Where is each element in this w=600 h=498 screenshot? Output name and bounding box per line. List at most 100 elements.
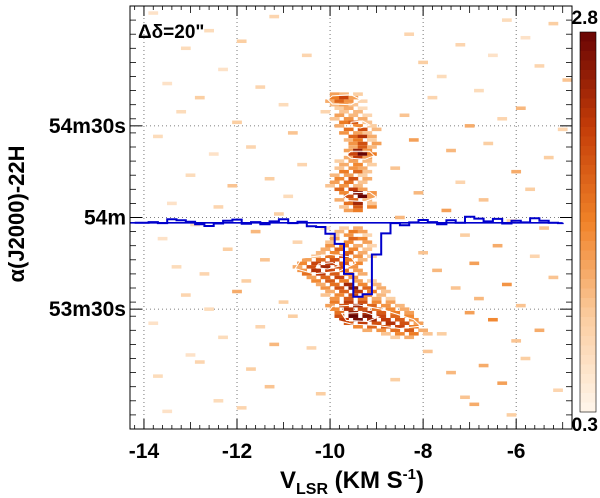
x-axis-title-sup: -1 [403, 466, 416, 483]
x-tick-label: -8 [414, 440, 433, 463]
colorbar-step [580, 127, 596, 137]
colorbar-step [580, 155, 596, 166]
heatmap-cell [464, 124, 475, 128]
y-tick-label: 53m30s [49, 298, 126, 321]
heatmap-cell [357, 300, 368, 304]
heatmap-cell [367, 191, 377, 195]
colorbar-gradient [580, 32, 596, 413]
heatmap-cell [348, 141, 359, 146]
heatmap-cell [501, 282, 512, 287]
heatmap-cell [315, 272, 326, 276]
heatmap-cell [292, 240, 303, 244]
heatmap-cell [301, 258, 312, 262]
colorbar-step [580, 41, 596, 52]
x-tick-label: -10 [315, 440, 345, 463]
heatmap-cell [246, 145, 256, 149]
contour [315, 262, 341, 270]
heatmap-cell [325, 279, 335, 283]
heatmap-cell [343, 250, 354, 255]
heatmap-cell [194, 95, 205, 100]
heatmap-cell [353, 303, 363, 308]
heatmap-cell [236, 39, 247, 44]
heatmap-cell [334, 99, 345, 103]
heatmap-cell [390, 310, 401, 315]
heatmap-cell [390, 328, 401, 333]
contour [294, 253, 357, 275]
heatmap-cell [236, 406, 247, 410]
heatmap-cell [348, 236, 359, 241]
heatmap-cell [334, 198, 345, 202]
heatmap-cell [325, 303, 335, 308]
heatmap-cell [180, 46, 191, 51]
contour [350, 120, 371, 129]
heatmap-cell [455, 43, 466, 47]
heatmap-cell [455, 180, 466, 185]
heatmap-cell [450, 286, 461, 290]
heatmap-cell [548, 275, 559, 280]
heatmap-cell [246, 367, 256, 371]
heatmap-cell [511, 339, 522, 343]
heatmap-cell [255, 325, 266, 329]
colorbar-step [580, 298, 596, 308]
heatmap-cell [343, 106, 354, 110]
colorbar-step [580, 279, 596, 289]
heatmap-cell [180, 293, 191, 297]
heatmap-cell [329, 272, 340, 276]
colorbar-step [580, 136, 596, 147]
colorbar-step [580, 326, 596, 337]
heatmap-cell [218, 67, 228, 72]
heatmap-cell [348, 113, 359, 118]
heatmap-cell [404, 328, 415, 333]
colorbar-step [580, 98, 596, 109]
heatmap-cell [394, 317, 405, 322]
heatmap-cell [371, 141, 382, 146]
heatmap-cell [394, 215, 405, 220]
heatmap-cell [162, 409, 173, 414]
heatmap-cell [232, 289, 242, 294]
heatmap-cell [506, 413, 517, 417]
heatmap-cell [460, 233, 470, 237]
colorbar-min-label: 0.3 [572, 415, 598, 436]
heatmap-cell [343, 208, 354, 213]
heatmap-cell [436, 74, 447, 79]
heatmap-cell [315, 258, 326, 262]
heatmap-cell [357, 321, 368, 326]
heatmap-cell [264, 176, 275, 181]
colorbar: 2.8 0.3 [572, 8, 598, 436]
heatmap-cell [371, 300, 382, 304]
contour [343, 191, 378, 203]
heatmap-cell [501, 18, 512, 22]
x-tick-label: -12 [222, 440, 252, 463]
heatmap-cell [315, 282, 326, 287]
heatmap-cell [371, 307, 382, 311]
heatmap-cell [357, 99, 368, 103]
heatmap-cell [222, 247, 233, 251]
heatmap-cell [488, 53, 498, 58]
colorbar-step [580, 383, 596, 394]
contour [326, 94, 362, 106]
heatmap-cell [320, 109, 331, 114]
heatmap-cell [497, 117, 508, 121]
heatmap-cell [199, 272, 210, 276]
heatmap-cell [367, 162, 377, 167]
colorbar-step [580, 212, 596, 223]
heatmap-cell [343, 138, 354, 142]
heatmap-cell [362, 176, 373, 181]
heatmap-cell [362, 155, 373, 160]
heatmap-cell [390, 166, 401, 170]
colorbar-step [580, 336, 596, 346]
heatmap-cell [353, 92, 363, 96]
heatmap-cell [367, 145, 377, 149]
heatmap-cell [348, 229, 359, 234]
heatmap-cell [204, 28, 214, 33]
heatmap-cell [390, 377, 401, 382]
x-axis-title-main: V [280, 467, 296, 494]
x-tick-label: -14 [129, 440, 160, 463]
heatmap-cell [362, 159, 373, 163]
heatmap-cell [339, 162, 349, 167]
heatmap-cell [353, 289, 363, 294]
heatmap-cell [413, 191, 424, 195]
heatmap-cell [543, 155, 554, 160]
heatmap-cell [153, 374, 163, 378]
heatmap-cell [306, 265, 317, 269]
